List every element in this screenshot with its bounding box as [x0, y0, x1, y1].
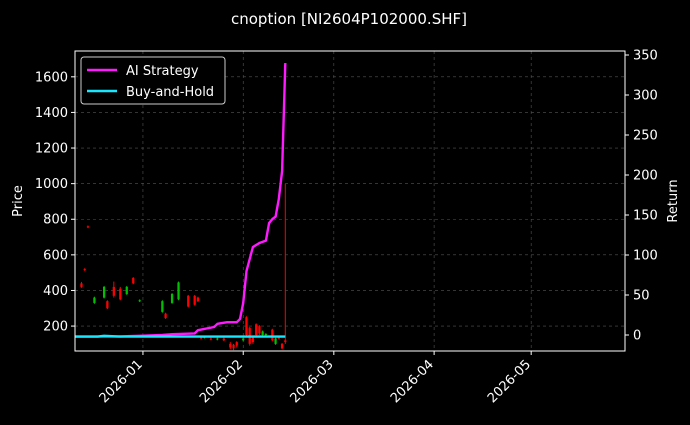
- left-tick-label: 1600: [35, 70, 68, 85]
- candle-body: [170, 294, 174, 303]
- candle-body: [106, 301, 109, 309]
- candle-body: [112, 286, 115, 296]
- candle-body: [177, 282, 180, 300]
- right-tick-label: 50: [633, 289, 650, 304]
- ai-strategy-line: [75, 62, 287, 338]
- candle-body: [229, 343, 232, 348]
- chart-title: cnoption [NI2604P102000.SHF]: [231, 10, 467, 28]
- candle-body: [261, 331, 264, 335]
- right-tick-label: 150: [633, 209, 658, 224]
- candle-body: [83, 269, 86, 271]
- candle-body: [187, 295, 190, 307]
- candle-body: [161, 301, 164, 312]
- grid-lines: [75, 51, 625, 351]
- candle-body: [222, 338, 225, 341]
- right-axis: 0 50 100 150 200 250 300 350: [625, 49, 658, 344]
- candle-body: [274, 338, 277, 344]
- candle-body: [125, 286, 128, 295]
- legend-label-buy-and-hold: Buy-and-Hold: [126, 85, 214, 100]
- candle-body: [93, 297, 96, 303]
- candle-body: [245, 317, 248, 335]
- left-tick-label: 600: [43, 248, 68, 263]
- y-axis-label-left: Price: [11, 185, 26, 217]
- candle-body: [86, 226, 90, 228]
- right-tick-label: 250: [633, 129, 658, 144]
- candle-body: [255, 324, 258, 335]
- right-tick-label: 350: [633, 49, 658, 64]
- candle-body: [132, 278, 135, 284]
- candle-body: [280, 343, 284, 349]
- left-tick-label: 800: [43, 213, 68, 228]
- candle-body: [251, 336, 255, 343]
- plot-frame: [74, 50, 626, 352]
- left-tick-label: 200: [43, 320, 68, 335]
- candle-body: [164, 313, 167, 319]
- candle-body: [196, 297, 200, 302]
- legend-label-ai-strategy: AI Strategy: [126, 64, 199, 79]
- left-tick-label: 1000: [35, 177, 68, 192]
- candle-body: [216, 338, 219, 340]
- left-tick-label: 1200: [35, 142, 68, 157]
- candle-body: [235, 342, 238, 346]
- series-lines: [75, 62, 287, 338]
- candle-body: [119, 288, 122, 300]
- right-tick-label: 0: [633, 329, 641, 344]
- right-tick-label: 200: [633, 169, 658, 184]
- candle-body: [193, 295, 196, 305]
- buy-and-hold-line: [75, 334, 286, 338]
- legend: AI Strategy Buy-and-Hold: [80, 56, 226, 105]
- candle-body: [209, 338, 213, 340]
- y-axis-label-right: Return: [666, 179, 681, 222]
- left-tick-label: 400: [43, 284, 68, 299]
- right-tick-label: 300: [633, 89, 658, 104]
- candle-body: [232, 344, 235, 349]
- left-axis: 200 400 600 800 1000 1200 1400 1600: [35, 70, 75, 335]
- left-tick-label: 1400: [35, 106, 68, 121]
- right-tick-label: 100: [633, 249, 658, 264]
- candle-body: [258, 326, 261, 334]
- candle-body: [271, 329, 274, 341]
- candle-body: [284, 340, 287, 343]
- candle-body: [102, 286, 106, 298]
- candle-body: [138, 300, 141, 302]
- candle-body: [242, 338, 245, 341]
- candle-body: [80, 283, 83, 287]
- candle-body: [264, 334, 268, 336]
